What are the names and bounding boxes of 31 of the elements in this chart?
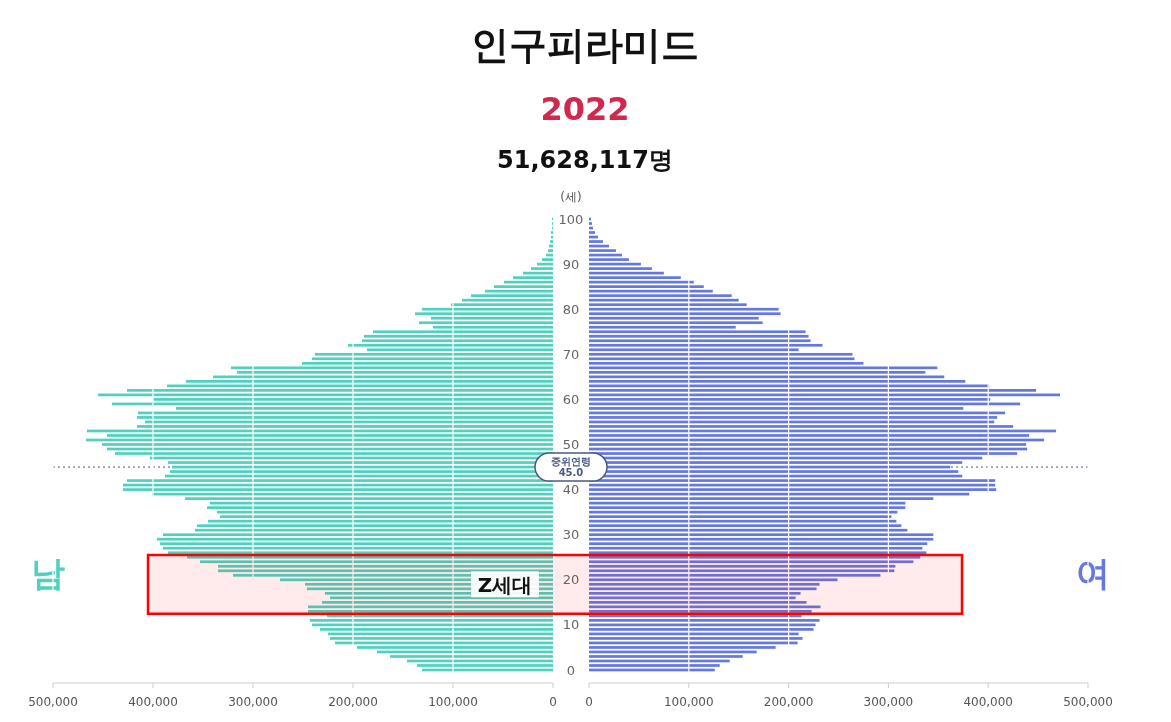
chart-subtitle: 2022 [540, 90, 630, 128]
y-tick-label: 40 [562, 482, 580, 498]
x-tick-label: 200,000 [328, 695, 378, 709]
y-tick-label: 10 [562, 617, 580, 633]
y-tick-label: 100 [558, 211, 584, 227]
y-tick-label: 30 [562, 527, 580, 543]
y-tick-label: 0 [566, 662, 576, 678]
text: 남 [31, 553, 65, 593]
chart-title: 인구피라미드 [471, 23, 699, 67]
x-tick-label: 400,000 [963, 695, 1014, 709]
y-tick-label: 90 [562, 256, 580, 272]
ref-line-label: 중위연령 45.0 [551, 456, 591, 479]
y-tick-label: 50 [562, 437, 580, 452]
x-tick-label: 400,000 [128, 695, 178, 709]
x-tick-label: 100,000 [428, 695, 478, 709]
y-axis-title: (세) [560, 190, 582, 204]
y-tick-label: 80 [562, 301, 580, 317]
x-tick-label: 300,000 [228, 695, 278, 709]
x-tick-label: 0 [549, 695, 557, 709]
text: 여 [1076, 553, 1110, 593]
x-tick-label: 500,000 [28, 695, 78, 709]
x-tick-label: 200,000 [763, 695, 814, 709]
y-tick-label: 20 [562, 572, 580, 588]
x-tick-label: 0 [585, 695, 593, 709]
x-tick-label: 500,000 [1063, 695, 1113, 709]
y-tick-label: 70 [562, 346, 580, 362]
text: 51,628,117명 [497, 146, 673, 174]
band-label: Z세대 [477, 573, 533, 598]
x-tick-label: 100,000 [663, 695, 714, 709]
x-tick-label: 300,000 [863, 695, 914, 709]
y-tick-label: 60 [562, 391, 580, 407]
